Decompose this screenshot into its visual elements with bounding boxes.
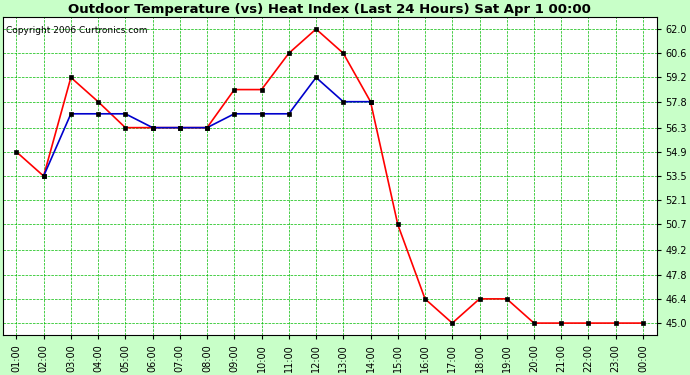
Title: Outdoor Temperature (vs) Heat Index (Last 24 Hours) Sat Apr 1 00:00: Outdoor Temperature (vs) Heat Index (Las… (68, 3, 591, 16)
Text: Copyright 2006 Curtronics.com: Copyright 2006 Curtronics.com (6, 27, 148, 36)
